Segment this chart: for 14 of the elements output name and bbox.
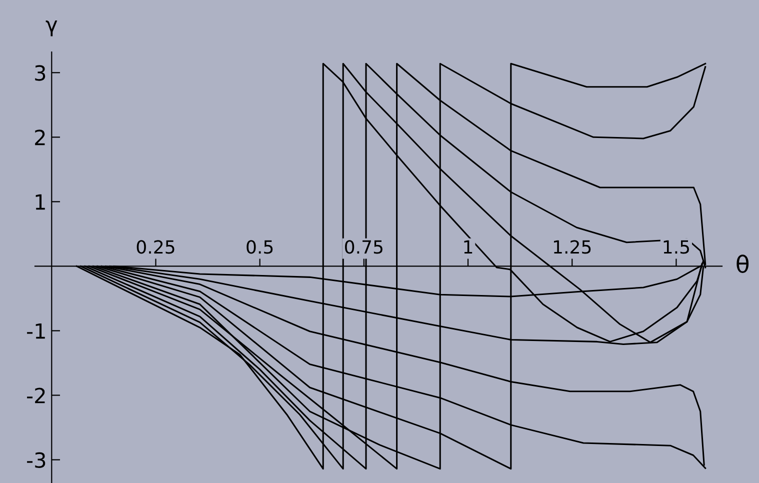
x-tick-label: 0.25 [136,240,174,254]
y-tick-label: 3 [35,65,46,81]
y-axis-title: γ [46,20,58,36]
x-tick-label: 0.5 [246,240,273,254]
x-tick-label: 1.5 [664,240,689,254]
x-axis-title: θ [736,254,749,273]
y-tick-label: -1 [27,323,45,339]
y-tick-label: 2 [35,130,45,146]
y-tick-label: -2 [27,388,45,404]
x-tick-label: 0.75 [345,240,382,254]
y-tick-label: 1 [36,194,45,210]
y-tick-label: -3 [27,452,46,468]
x-tick-label: 1.25 [554,240,591,254]
x-tick-label: 1 [464,240,472,254]
